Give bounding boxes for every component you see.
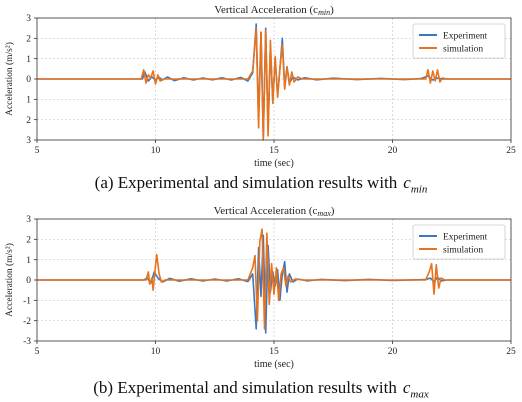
chart-b-ytick-label: -1: [23, 297, 31, 307]
chart-b-ytick-label: 1: [26, 256, 31, 266]
chart-b-ytick-label: -3: [23, 337, 31, 347]
chart-a-ytick-label: 1: [26, 96, 31, 106]
chart-a-legend: [412, 23, 506, 59]
chart-b-xtick-label: 5: [35, 347, 40, 357]
chart-b-xtick-label: 10: [151, 347, 161, 357]
chart-b-ytick-label: 0: [26, 276, 31, 286]
chart-a-ytick-label: 0: [26, 75, 31, 85]
chart-a-xtick-label: 25: [506, 146, 516, 156]
caption-b-text: (b) Experimental and simulation results …: [93, 378, 397, 397]
chart-b-series-simulation-line: [37, 228, 511, 330]
chart-b-ytick-label: 3: [26, 215, 31, 225]
chart-a-xtick-label: 15: [269, 146, 279, 156]
chart-b-legend-label-simulation: simulation: [443, 246, 483, 256]
caption-a-math: cmin: [403, 173, 428, 196]
chart-panel-a: 5 10 15 20 25 3 2 1 0 1 2 3 Vertical Acceleration (c…: [0, 4, 522, 195]
chart-a-ylabel: Acceleration (m/s²): [4, 42, 15, 116]
chart-a-series-simulation-line: [37, 27, 511, 141]
chart-a-ytick-label: 1: [26, 55, 31, 65]
chart-b-xtick-label: 25: [506, 347, 516, 357]
chart-a-xtick-label: 20: [388, 146, 398, 156]
chart-a-title: Vertical Acceleration (cmin): [214, 4, 334, 17]
chart-a-xtick-label: 5: [35, 146, 40, 156]
chart-b-legend: [412, 224, 506, 260]
chart-a-legend-label-experiment: Experiment: [443, 32, 488, 42]
chart-a-xtick-label: 10: [151, 146, 161, 156]
chart-a-ytick-label: 2: [26, 116, 31, 126]
chart-a-ytick-label: 2: [26, 35, 31, 45]
chart-b-xlabel: time (sec): [254, 359, 294, 370]
caption-b-math: cmax: [402, 378, 429, 401]
chart-a-xlabel: time (sec): [254, 158, 294, 169]
chart-a-ytick-label: 3: [26, 136, 31, 146]
caption-a-text: (a) Experimental and simulation results …: [94, 173, 398, 192]
chart-b-title: Vertical Acceleration (cmax): [214, 205, 335, 218]
chart-b-xtick-label: 20: [388, 347, 398, 357]
chart-b-xtick-label: 15: [269, 347, 279, 357]
chart-a-ytick-label: 3: [26, 14, 31, 24]
chart-b-ylabel: Acceleration (m/s²): [4, 243, 15, 317]
chart-b-ytick-label: 2: [26, 236, 31, 246]
chart-panel-b: 5 10 15 20 25 3 2 1 0 -1 -2 -3 Vertical Acceleration…: [0, 201, 522, 402]
chart-b-legend-label-experiment: Experiment: [443, 233, 488, 243]
caption-b: (b) Experimental and simulation results …: [0, 378, 522, 400]
caption-a: (a) Experimental and simulation results …: [0, 173, 522, 195]
chart-a-legend-label-simulation: simulation: [443, 45, 483, 55]
chart-b-ytick-label: -2: [23, 317, 31, 327]
